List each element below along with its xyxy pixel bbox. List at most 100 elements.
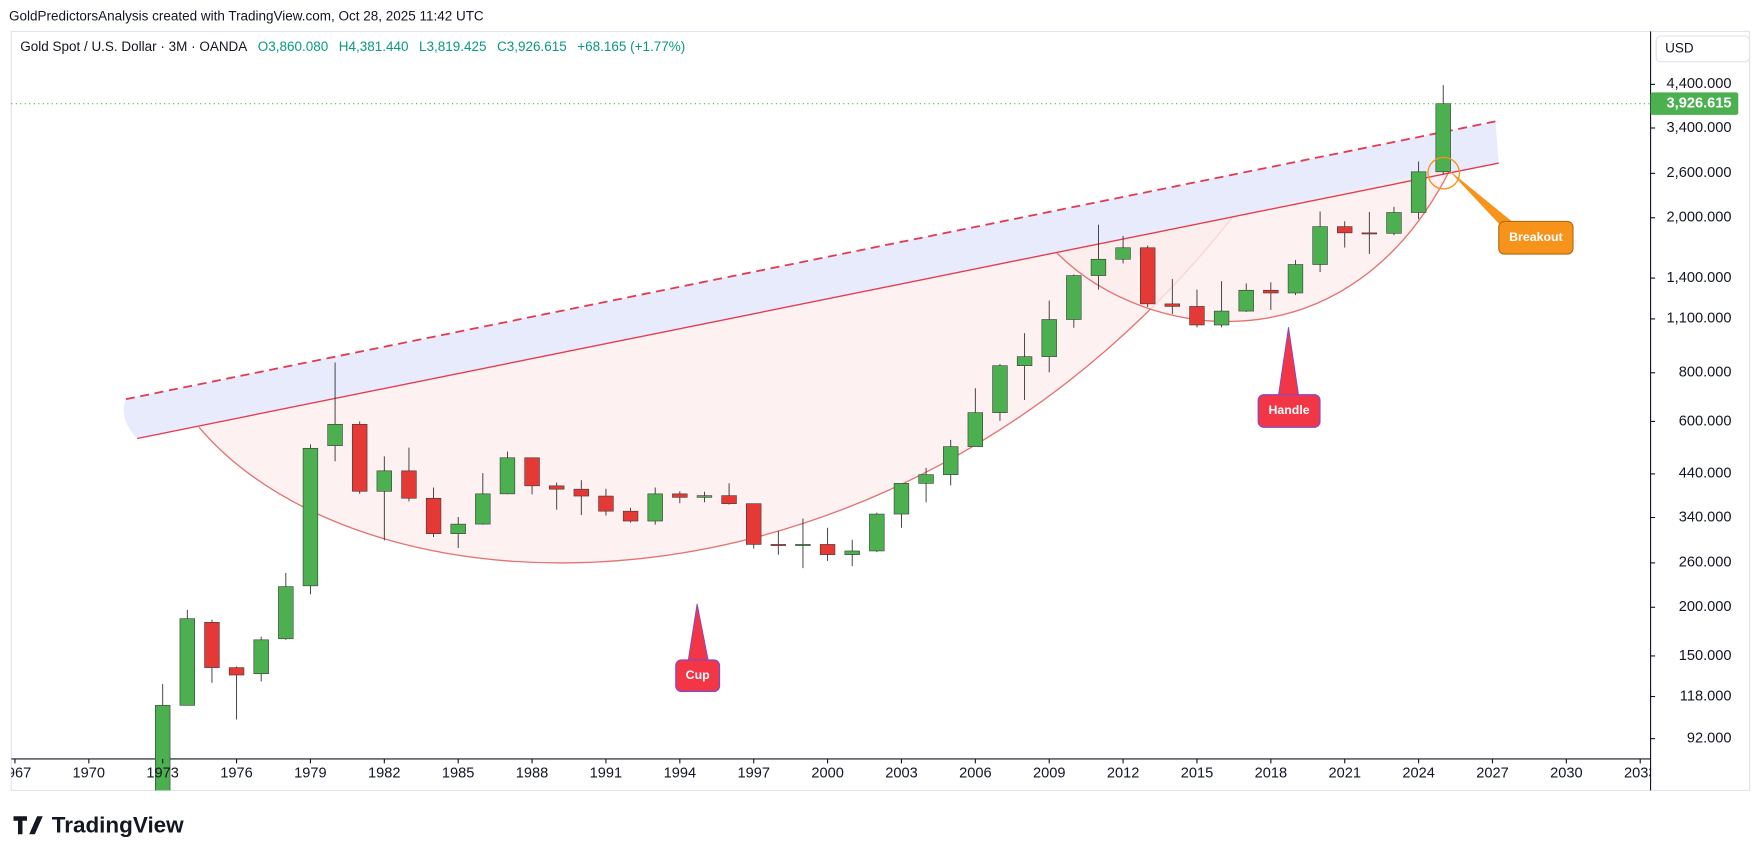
candle-body xyxy=(204,622,220,668)
y-tick-label: 2,000.000 xyxy=(1667,210,1732,226)
candle-body xyxy=(844,550,860,555)
channel-band xyxy=(123,121,1499,439)
x-tick-label: 1976 xyxy=(220,765,253,781)
x-tick-label: 2024 xyxy=(1402,765,1435,781)
candle-body xyxy=(228,667,245,676)
candle-body xyxy=(893,483,910,515)
x-tick-label: 1979 xyxy=(294,765,327,781)
candle-body xyxy=(450,523,466,534)
cup-fill xyxy=(199,215,1234,563)
candle-body xyxy=(672,493,688,498)
candle-body xyxy=(1410,171,1427,213)
breakout-box xyxy=(1498,220,1574,255)
candle-body xyxy=(1337,226,1353,234)
y-tick-label: 340.000 xyxy=(1679,509,1732,525)
x-tick-label: 2021 xyxy=(1328,765,1361,781)
candle-body xyxy=(622,510,639,522)
drawings xyxy=(123,120,1499,564)
x-tick-label: 1973 xyxy=(146,765,179,781)
symbol-line: Gold Spot / U.S. Dollar · 3M · OANDA O3,… xyxy=(20,39,685,54)
candle-body xyxy=(352,423,368,492)
x-tick-label: 1967 xyxy=(0,765,31,781)
candle-body xyxy=(549,485,565,490)
breakout-circle xyxy=(1427,156,1461,190)
candle-body xyxy=(819,544,836,555)
candle-body xyxy=(1312,226,1328,265)
candle-body xyxy=(253,639,269,675)
symbol: Gold Spot / U.S. Dollar · 3M · OANDA xyxy=(20,39,247,54)
x-tick-label: 2018 xyxy=(1255,765,1288,781)
y-tick-label: 600.000 xyxy=(1679,413,1732,429)
candle-body xyxy=(918,474,934,484)
cup-arc xyxy=(198,215,1234,564)
x-tick-label: 2027 xyxy=(1476,765,1509,781)
candle-body xyxy=(1386,212,1402,234)
candle-body xyxy=(795,544,811,546)
candle-body xyxy=(1435,103,1451,173)
candle-body xyxy=(1263,289,1279,294)
x-tick-label: 1970 xyxy=(73,765,106,781)
handle-pointer xyxy=(1277,327,1300,397)
x-tick-label: 2000 xyxy=(811,765,844,781)
candle-body xyxy=(1016,356,1033,367)
x-tick-label: 1997 xyxy=(737,765,770,781)
cup-pointer xyxy=(687,603,709,662)
candle-body xyxy=(1164,303,1181,307)
high: H4,381.440 xyxy=(339,39,409,54)
candle-body xyxy=(1115,247,1131,260)
candle-body xyxy=(1140,247,1156,305)
candle-body xyxy=(475,493,491,525)
currency: USD xyxy=(1665,40,1694,55)
y-tick-label: 800.000 xyxy=(1679,365,1732,381)
candle-body xyxy=(401,470,417,499)
candle-body xyxy=(278,586,294,640)
candle-body xyxy=(992,365,1008,413)
candle-body xyxy=(499,457,516,495)
x-tick-label: 1988 xyxy=(516,765,549,781)
candle-body xyxy=(647,493,663,522)
candle-body xyxy=(943,446,959,475)
x-tick-label: 2003 xyxy=(885,765,918,781)
x-tick-label: 1985 xyxy=(442,765,475,781)
candle-body xyxy=(1041,319,1057,357)
last-price-label: 3,926.615 xyxy=(1667,95,1732,111)
candle-body xyxy=(179,618,195,706)
x-tick-label: 2012 xyxy=(1107,765,1140,781)
logo-mark xyxy=(13,816,43,835)
candle-body xyxy=(721,495,737,504)
candle-body xyxy=(598,495,614,512)
cup-label: Cup xyxy=(686,668,710,682)
candle-body xyxy=(1213,310,1230,326)
x-tick-label: 2009 xyxy=(1033,765,1066,781)
currency-box[interactable] xyxy=(1655,35,1751,63)
axes: 92.000 118.000 150.000 200.000 260.000 340.00… xyxy=(1650,76,1732,746)
candle-body xyxy=(746,503,762,545)
y-tick-label: 3,400.000 xyxy=(1667,120,1732,136)
candles xyxy=(155,85,1451,791)
x-ticks: 1967 1970 1973 1976 1979 1982 1985 1988 1991 1994… xyxy=(0,758,1651,781)
candle-body xyxy=(524,457,540,487)
candle-body xyxy=(425,497,442,534)
y-tick-label: 92.000 xyxy=(1687,730,1732,746)
candle-body xyxy=(327,423,343,446)
y-tick-label: 4,400.000 xyxy=(1667,76,1732,92)
change: +68.165 (+1.77%) xyxy=(577,39,685,54)
candle-body xyxy=(1238,289,1254,312)
handle-label: Handle xyxy=(1268,403,1309,417)
y-tick-label: 260.000 xyxy=(1679,555,1732,571)
legend: Gold Spot / U.S. Dollar · 3M · OANDA O3,… xyxy=(20,39,685,54)
y-tick-label: 1,400.000 xyxy=(1667,270,1732,286)
candle-body xyxy=(376,470,392,492)
candle-body xyxy=(1090,258,1107,276)
x-tick-label: 2006 xyxy=(959,765,992,781)
candle-body xyxy=(770,544,786,546)
last-price-box xyxy=(1650,92,1739,115)
breakout-label: Breakout xyxy=(1509,230,1563,244)
handle-arc xyxy=(1056,168,1452,323)
candle-body xyxy=(967,412,984,447)
trendline xyxy=(137,162,1499,440)
cup-box xyxy=(675,659,721,693)
y-tick-label: 440.000 xyxy=(1679,466,1732,482)
y-tick-label: 2,600.000 xyxy=(1667,165,1732,181)
